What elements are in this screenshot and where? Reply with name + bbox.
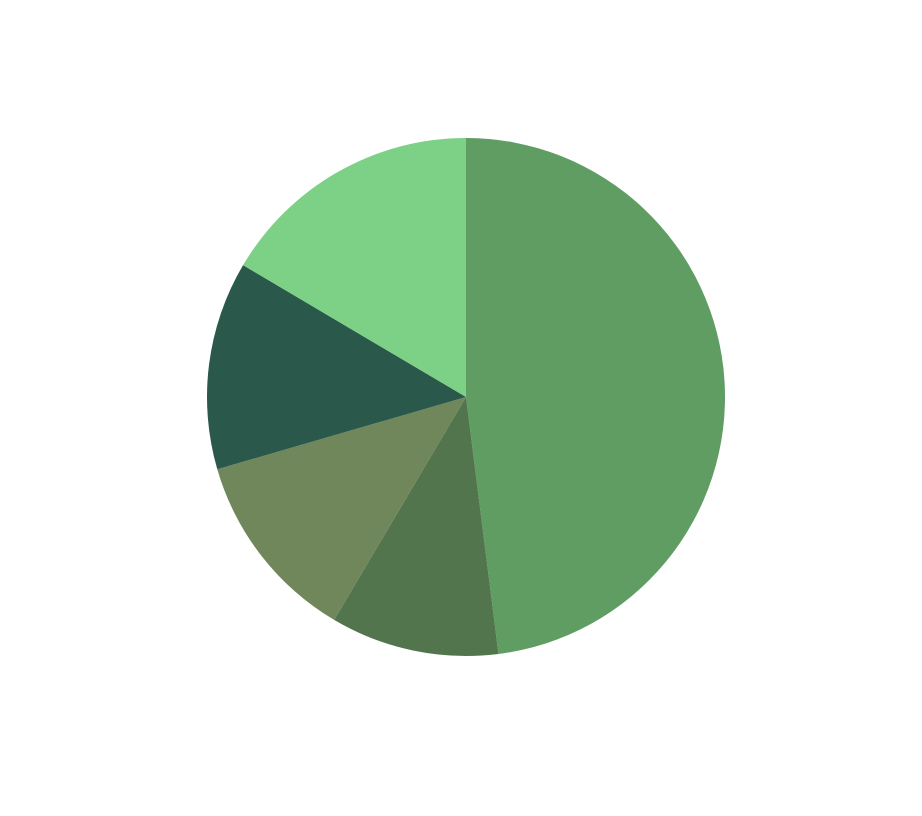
pie-slice-4	[206, 265, 466, 470]
pie-slice-1	[466, 138, 726, 654]
pie-slice-5	[243, 138, 466, 397]
pie-slice-3	[217, 397, 466, 620]
pie-slice-2	[334, 397, 499, 657]
pie-slices	[206, 138, 726, 657]
